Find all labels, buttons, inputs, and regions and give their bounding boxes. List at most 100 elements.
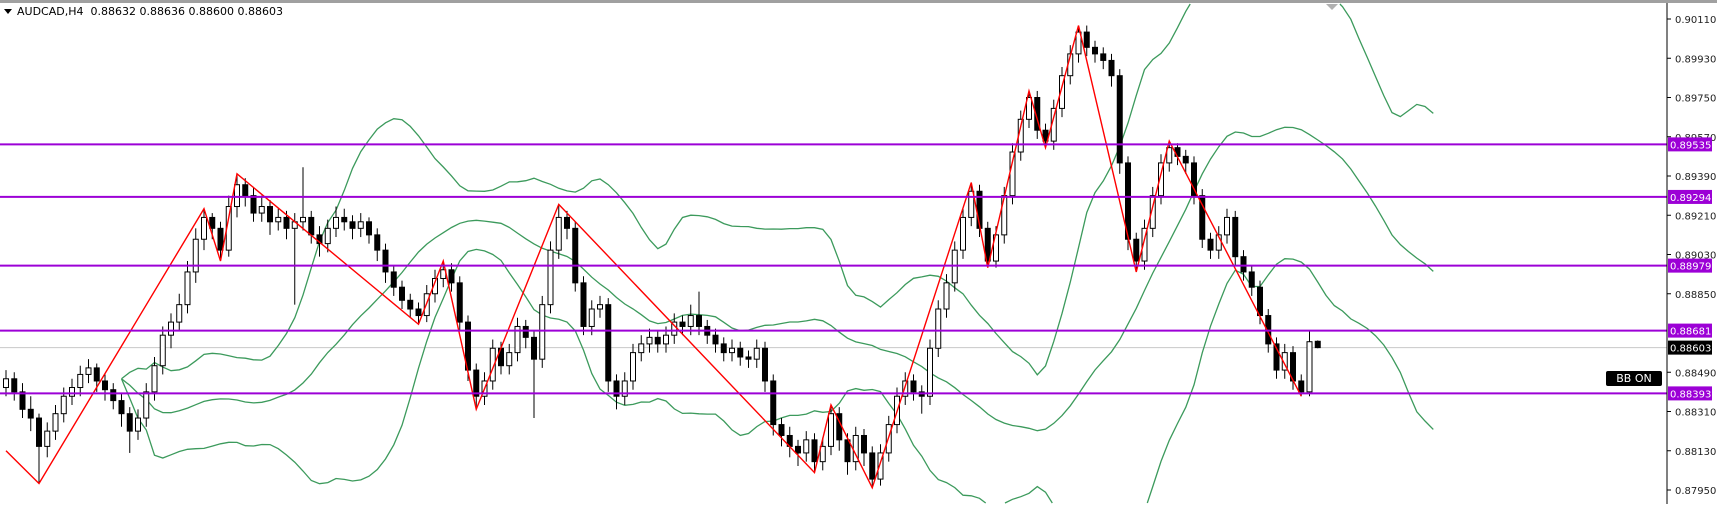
bullish-candle (927, 347, 933, 397)
bullish-candle (630, 352, 636, 382)
bearish-candle (209, 216, 216, 229)
bearish-candle (267, 206, 273, 223)
bb-lower-band (120, 248, 987, 504)
bullish-candle (803, 439, 810, 454)
bullish-candle (1166, 147, 1173, 164)
bearish-candle (745, 356, 752, 360)
bearish-candle (1092, 46, 1098, 55)
bearish-candle (1100, 53, 1107, 61)
bullish-candle (588, 308, 595, 327)
bearish-candle (580, 282, 587, 327)
bullish-candle (168, 321, 174, 336)
bearish-candle (712, 334, 719, 345)
axis-tick-label: 0.89390 (1675, 172, 1716, 183)
bullish-candle (555, 216, 562, 251)
chart-title: AUDCAD,H4 0.88632 0.88636 0.88600 0.8860… (4, 5, 283, 18)
level-price-badge (1668, 189, 1712, 204)
level-price-label: 0.88979 (1670, 262, 1711, 273)
level-price-label: 0.88393 (1670, 389, 1711, 400)
bearish-candle (762, 347, 768, 382)
bullish-candle (621, 380, 628, 397)
bullish-candle (275, 216, 282, 223)
bullish-candle (1306, 341, 1313, 393)
bullish-candle (52, 413, 59, 432)
bearish-candle (456, 282, 463, 323)
bullish-candle (663, 334, 669, 345)
bearish-candle (861, 434, 867, 454)
axis-tick-label: 0.90110 (1675, 15, 1716, 26)
bearish-candle (984, 227, 991, 262)
bullish-candle (324, 227, 331, 245)
bearish-candle (308, 216, 315, 236)
bullish-candle (597, 304, 603, 310)
symbol-timeframe: AUDCAD,H4 (17, 5, 84, 18)
bullish-candle (1141, 227, 1148, 262)
bearish-candle (36, 417, 42, 447)
bullish-candle (1059, 75, 1065, 109)
bullish-candle (85, 367, 92, 375)
bearish-candle (531, 336, 537, 360)
bearish-candle (382, 249, 389, 273)
bearish-candle (242, 184, 249, 197)
bullish-candle (258, 206, 265, 214)
bearish-candle (1133, 238, 1140, 262)
bearish-candle (1182, 155, 1189, 164)
bb-lower-band (1004, 485, 1053, 504)
bearish-candle (1108, 59, 1115, 77)
bearish-candle (1207, 238, 1214, 251)
level-price-badge (1668, 323, 1712, 338)
bearish-candle (283, 216, 290, 229)
bullish-candle (1224, 216, 1230, 236)
bullish-candle (44, 430, 51, 447)
bullish-candle (300, 216, 306, 223)
bullish-candle (357, 221, 364, 229)
bb-on-label[interactable]: BB ON (1606, 371, 1662, 386)
bullish-candle (184, 271, 191, 306)
level-price-badge (1668, 386, 1712, 401)
bullish-candle (1075, 31, 1082, 55)
axis-tick-label: 0.87950 (1675, 486, 1716, 497)
bearish-candle (366, 221, 372, 236)
bearish-candle (19, 391, 26, 410)
bullish-candle (877, 452, 884, 480)
bearish-candle (770, 380, 777, 426)
bearish-candle (118, 400, 125, 415)
dropdown-triangle-icon[interactable] (4, 9, 12, 14)
bullish-candle (135, 417, 141, 432)
bullish-candle (968, 190, 975, 218)
bullish-candle (943, 282, 950, 310)
bullish-candle (143, 391, 150, 419)
bearish-candle (522, 325, 529, 338)
bearish-candle (1083, 31, 1090, 48)
bullish-candle (201, 216, 207, 240)
chart-shift-marker-icon[interactable] (1326, 4, 1338, 10)
bearish-candle (1240, 256, 1247, 273)
bearish-candle (613, 380, 620, 397)
bearish-candle (217, 227, 224, 251)
axis-tick-label: 0.88490 (1675, 368, 1716, 379)
bullish-candle (828, 413, 834, 447)
bullish-candle (69, 387, 75, 397)
bb-upper-band (1339, 3, 1434, 118)
bearish-candle (869, 452, 876, 480)
bb-lower-band (1146, 258, 1434, 504)
bearish-candle (390, 271, 397, 288)
bullish-candle (687, 315, 694, 327)
axis-tick-label: 0.89030 (1675, 251, 1716, 262)
axis-tick-label: 0.89930 (1675, 54, 1716, 65)
top-frame (0, 0, 1717, 3)
bullish-candle (1158, 162, 1164, 197)
bearish-candle (605, 304, 612, 382)
bullish-candle (77, 373, 84, 389)
bearish-candle (696, 315, 702, 327)
level-price-badge (1668, 137, 1712, 152)
bullish-candle (3, 378, 9, 389)
bullish-candle (819, 445, 826, 463)
bullish-candle (151, 365, 158, 393)
bullish-candle (506, 352, 513, 367)
bearish-candle (778, 424, 785, 436)
bearish-candle (654, 336, 661, 345)
bearish-candle (679, 321, 686, 327)
bearish-candle (1273, 343, 1280, 371)
